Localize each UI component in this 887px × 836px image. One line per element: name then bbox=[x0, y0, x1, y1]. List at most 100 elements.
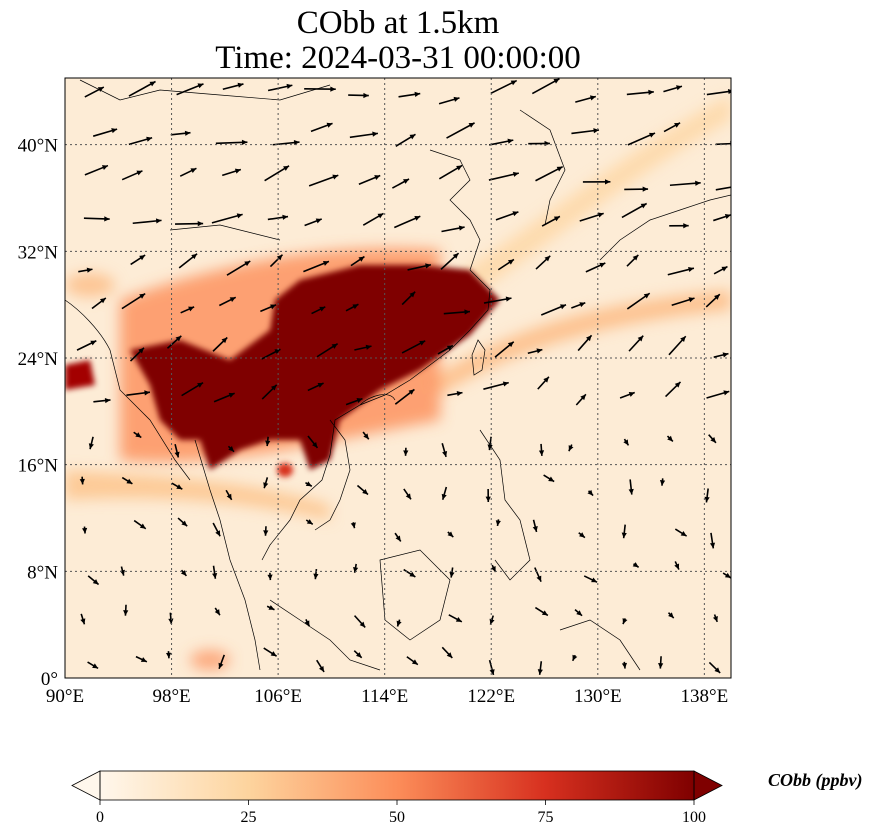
wind-arrowhead bbox=[362, 489, 368, 495]
lon-tick-label: 130°E bbox=[574, 686, 622, 707]
wind-arrowhead bbox=[709, 542, 716, 549]
wind-arrowhead bbox=[144, 390, 150, 396]
lat-tick-label: 40°N bbox=[18, 136, 59, 157]
wind-arrowhead bbox=[358, 256, 365, 262]
wind-arrowhead bbox=[505, 296, 512, 302]
wind-arrowhead bbox=[640, 203, 647, 209]
wind-arrowhead bbox=[632, 254, 639, 261]
wind-arrowhead bbox=[658, 663, 664, 669]
wind-arrowhead bbox=[441, 493, 447, 500]
wind-arrowhead bbox=[556, 166, 563, 172]
wind-arrowhead bbox=[507, 341, 514, 348]
wind-arrowhead bbox=[352, 304, 359, 310]
wind-arrowhead bbox=[447, 531, 454, 538]
lon-tick-label: 90°E bbox=[46, 686, 84, 707]
coastlines bbox=[65, 79, 731, 671]
wind-arrowhead bbox=[724, 214, 731, 219]
wind-vectors bbox=[76, 78, 731, 676]
wind-arrowhead bbox=[396, 620, 402, 627]
wind-arrowhead bbox=[589, 95, 596, 101]
wind-arrowhead bbox=[676, 85, 682, 91]
colorbar-tick-label: 0 bbox=[96, 809, 104, 826]
wind-arrowhead bbox=[490, 565, 496, 572]
wind-arrowhead bbox=[507, 138, 514, 144]
wind-arrowhead bbox=[537, 669, 543, 675]
wind-arrowhead bbox=[82, 527, 88, 534]
wind-arrowhead bbox=[191, 253, 198, 260]
wind-arrowhead bbox=[97, 87, 104, 92]
wind-arrowhead bbox=[363, 433, 369, 440]
wind-arrowhead bbox=[104, 216, 110, 222]
wind-arrowhead bbox=[580, 394, 586, 401]
wind-arrowhead bbox=[446, 652, 453, 658]
wind-arrowhead bbox=[683, 223, 689, 229]
wind-arrowhead bbox=[621, 532, 627, 539]
wind-arrowhead bbox=[674, 381, 681, 388]
wind-arrowhead bbox=[704, 496, 710, 503]
wind-arrowhead bbox=[363, 92, 369, 99]
wind-arrowhead bbox=[318, 665, 325, 672]
wind-arrowhead bbox=[403, 179, 410, 184]
colorbar-extend-low bbox=[71, 770, 101, 801]
wind-arrowhead bbox=[317, 383, 324, 388]
wind-arrowhead bbox=[411, 659, 418, 665]
wind-arrowhead bbox=[659, 480, 666, 486]
wind-arrowhead bbox=[265, 440, 271, 447]
wind-arrowhead bbox=[139, 523, 146, 529]
wind-arrowhead bbox=[579, 532, 585, 538]
wind-arrowhead bbox=[409, 571, 416, 577]
wind-arrowhead bbox=[485, 496, 491, 503]
colorbar-tick-label: 25 bbox=[241, 809, 257, 826]
wind-arrowhead bbox=[710, 437, 716, 443]
wind-arrowhead bbox=[507, 259, 514, 265]
wind-arrowhead bbox=[409, 291, 416, 298]
wind-arrowhead bbox=[458, 225, 465, 231]
wind-arrowhead bbox=[548, 476, 555, 482]
wind-arrowhead bbox=[140, 657, 147, 662]
wind-arrowhead bbox=[536, 348, 543, 354]
wind-arrowhead bbox=[228, 392, 235, 398]
wind-arrowhead bbox=[599, 262, 606, 268]
wind-arrowhead bbox=[425, 263, 431, 269]
wind-arrowhead bbox=[724, 572, 731, 578]
wind-arrowhead bbox=[587, 489, 594, 496]
wind-arrowhead bbox=[123, 610, 129, 616]
wind-arrowhead bbox=[155, 218, 162, 224]
wind-arrowhead bbox=[568, 445, 574, 452]
wind-arrowhead bbox=[487, 444, 493, 451]
wind-arrowhead bbox=[642, 186, 649, 192]
wind-arrowhead bbox=[326, 122, 333, 128]
map-frame bbox=[64, 77, 732, 679]
wind-arrowhead bbox=[315, 218, 322, 224]
wind-arrowhead bbox=[184, 130, 191, 136]
wind-arrowhead bbox=[464, 309, 470, 315]
wind-arrowhead bbox=[680, 336, 686, 342]
wind-arrowhead bbox=[414, 91, 421, 97]
wind-arrowhead bbox=[453, 96, 460, 102]
lat-tick-label: 16°N bbox=[18, 456, 59, 477]
wind-arrowhead bbox=[241, 139, 248, 145]
wind-arrowhead bbox=[541, 610, 548, 616]
wind-arrowhead bbox=[714, 667, 721, 673]
lat-tick-label: 32°N bbox=[18, 242, 59, 263]
wind-arrowhead bbox=[331, 343, 338, 349]
wind-arrowhead bbox=[305, 481, 312, 487]
wind-arrowhead bbox=[332, 174, 339, 180]
wind-arrowhead bbox=[174, 451, 180, 458]
wind-arrowhead bbox=[306, 519, 313, 525]
wind-arrowhead bbox=[489, 669, 495, 675]
wind-arrowhead bbox=[322, 260, 329, 266]
wind-arrowhead bbox=[270, 651, 277, 657]
colorbar-label: CObb (ppbv) bbox=[768, 770, 863, 790]
wind-arrowhead bbox=[365, 344, 372, 350]
wind-arrowhead bbox=[442, 450, 448, 457]
wind-arrowhead bbox=[532, 526, 538, 532]
wind-arrowhead bbox=[649, 132, 656, 138]
wind-arrowhead bbox=[236, 213, 243, 219]
wind-arrowhead bbox=[218, 662, 224, 669]
wind-arrowhead bbox=[544, 255, 551, 262]
lon-tick-label: 106°E bbox=[254, 686, 302, 707]
colorbar-tick-label: 100 bbox=[682, 809, 706, 826]
wind-arrowhead bbox=[688, 297, 695, 303]
wind-arrowhead bbox=[104, 397, 111, 404]
